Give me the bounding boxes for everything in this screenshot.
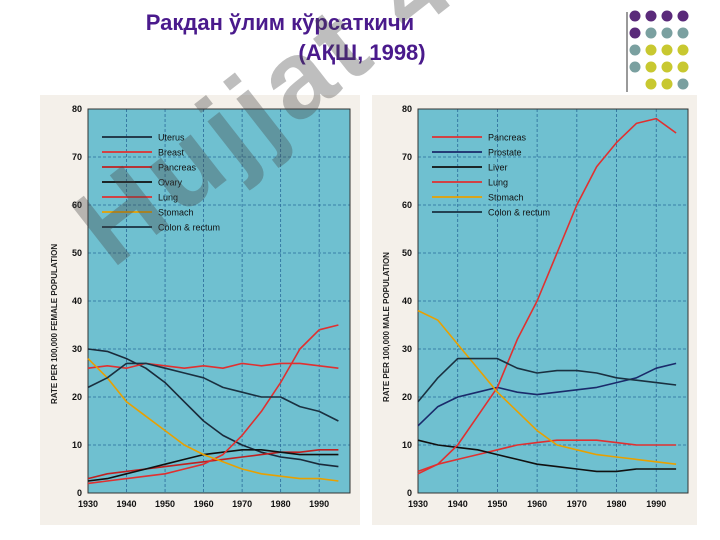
decorative-dot (645, 78, 657, 90)
decorative-dot-grid-icon (629, 10, 689, 90)
plot-frame (417, 108, 689, 494)
series-line (87, 449, 339, 480)
decorative-dot (677, 44, 689, 56)
x-tick-label: 1960 (527, 499, 547, 509)
legend-label: Lung (488, 178, 508, 188)
y-tick-label: 50 (72, 248, 82, 258)
legend-label: Lung (158, 193, 178, 203)
legend-label: Colon & rectum (158, 223, 220, 233)
decorative-dot (645, 61, 657, 73)
legend-label: Breast (158, 148, 185, 158)
legend-label: Pancreas (488, 133, 527, 143)
series-line (417, 439, 677, 473)
x-tick-label: 1970 (567, 499, 587, 509)
series-line (87, 449, 339, 482)
decorative-dot (645, 27, 657, 39)
x-tick-label: 1970 (232, 499, 252, 509)
female-mortality-chart: 0 10 20 30 40 50 60 70 80 1930 1940 1950 1960 1970 198… (72, 104, 351, 509)
x-tick-label: 1990 (309, 499, 329, 509)
x-tick-label: 1930 (78, 499, 98, 509)
slide-title: Ракдан ўлим кўрсаткичи (145, 10, 415, 35)
decorative-dot (661, 61, 673, 73)
x-tick-label: 1940 (117, 499, 137, 509)
series-line (87, 358, 339, 482)
y-tick-label: 70 (72, 152, 82, 162)
slide-subtitle: (АҚШ, 1998) (298, 40, 426, 65)
x-tick-label: 1980 (271, 499, 291, 509)
legend-label: Colon & rectum (488, 208, 550, 218)
decorative-dot (629, 27, 641, 39)
y-tick-label: 50 (402, 248, 412, 258)
x-tick-label: 1940 (448, 499, 468, 509)
decorative-dot (629, 44, 641, 56)
y-tick-label: 30 (72, 344, 82, 354)
decorative-dot (661, 44, 673, 56)
series-line (87, 324, 339, 485)
decorative-dot (629, 10, 641, 22)
decorative-dot (661, 10, 673, 22)
decorative-dot (677, 27, 689, 39)
x-tick-label: 1960 (194, 499, 214, 509)
x-tick-label: 1930 (408, 499, 428, 509)
series-line (417, 117, 677, 475)
male-y-axis-label: RATE PER 100,000 MALE POPULATION (382, 252, 391, 402)
plot-frame (87, 108, 351, 494)
decorative-dot (629, 61, 641, 73)
female-y-axis-label: RATE PER 100,000 FEMALE POPULATION (50, 243, 59, 404)
y-tick-label: 70 (402, 152, 412, 162)
y-tick-label: 80 (402, 104, 412, 114)
y-tick-label: 0 (407, 488, 412, 498)
y-tick-label: 40 (72, 296, 82, 306)
male-mortality-chart: 0 10 20 30 40 50 60 70 80 1930 1940 1950 1960 1970 198… (402, 104, 689, 509)
series-line (417, 362, 677, 427)
x-tick-label: 1980 (607, 499, 627, 509)
series-line (417, 439, 677, 473)
series-line (417, 309, 677, 465)
series-line (87, 348, 339, 468)
decorative-dot (661, 27, 673, 39)
decorative-dot (645, 10, 657, 22)
decorative-dot (677, 10, 689, 22)
decorative-dot (645, 44, 657, 56)
legend-label: Liver (488, 163, 508, 173)
series-line (87, 362, 339, 422)
y-tick-label: 60 (402, 200, 412, 210)
y-tick-label: 30 (402, 344, 412, 354)
y-tick-label: 80 (72, 104, 82, 114)
y-tick-label: 0 (77, 488, 82, 498)
y-tick-label: 20 (72, 392, 82, 402)
x-tick-label: 1950 (487, 499, 507, 509)
legend-label: Uterus (158, 133, 185, 143)
legend-label: Prostate (488, 148, 522, 158)
decorative-dot (661, 78, 673, 90)
y-tick-label: 40 (402, 296, 412, 306)
y-tick-label: 60 (72, 200, 82, 210)
legend-label: Ovary (158, 178, 183, 188)
decorative-divider (626, 12, 628, 92)
legend-label: Stomach (488, 193, 524, 203)
series-line (417, 357, 677, 403)
y-tick-label: 10 (72, 440, 82, 450)
y-tick-label: 10 (402, 440, 412, 450)
legend-label: Stomach (158, 208, 194, 218)
x-tick-label: 1990 (646, 499, 666, 509)
legend-label: Pancreas (158, 163, 197, 173)
x-tick-label: 1950 (155, 499, 175, 509)
decorative-dot (677, 61, 689, 73)
y-tick-label: 20 (402, 392, 412, 402)
series-line (87, 362, 339, 369)
decorative-dot (677, 78, 689, 90)
